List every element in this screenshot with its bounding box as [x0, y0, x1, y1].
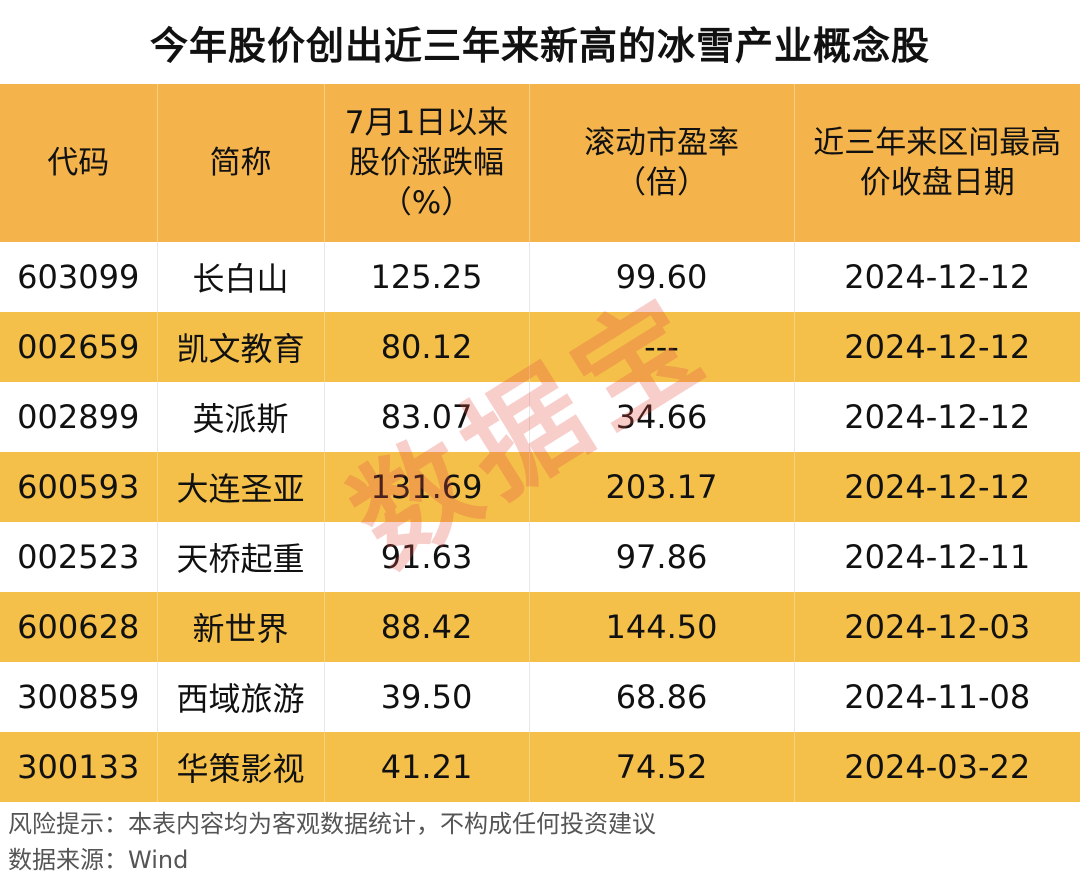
header-change: 7月1日以来 股价涨跌幅 （%） [324, 84, 530, 242]
table-row: 002523 天桥起重 91.63 97.86 2024-12-11 [0, 522, 1080, 592]
footer: 风险提示：本表内容均为客观数据统计，不构成任何投资建议 数据来源：Wind [8, 806, 656, 878]
table-row: 600593 大连圣亚 131.69 203.17 2024-12-12 [0, 452, 1080, 522]
cell-pe: --- [529, 312, 795, 382]
cell-high-date: 2024-12-12 [794, 382, 1080, 452]
header-line: 滚动市盈率 [584, 125, 739, 161]
header-pe: 滚动市盈率 （倍） [529, 84, 795, 242]
cell-pe: 99.60 [529, 242, 795, 312]
cell-name: 天桥起重 [157, 522, 325, 592]
header-high-date: 近三年来区间最高 价收盘日期 [794, 84, 1080, 242]
header-line: （倍） [615, 165, 708, 201]
table-header-row: 代码 简称 7月1日以来 股价涨跌幅 （%） 滚动市盈率 （倍） 近三年来区间最… [0, 84, 1080, 242]
cell-change: 83.07 [324, 382, 530, 452]
table-row: 002659 凯文教育 80.12 --- 2024-12-12 [0, 312, 1080, 382]
cell-code: 002523 [0, 522, 158, 592]
cell-high-date: 2024-11-08 [794, 662, 1080, 732]
cell-change: 41.21 [324, 732, 530, 802]
cell-name: 大连圣亚 [157, 452, 325, 522]
header-line: 7月1日以来 [344, 105, 509, 141]
table-row: 300859 西域旅游 39.50 68.86 2024-11-08 [0, 662, 1080, 732]
cell-change: 125.25 [324, 242, 530, 312]
cell-high-date: 2024-12-11 [794, 522, 1080, 592]
table-row: 603099 长白山 125.25 99.60 2024-12-12 [0, 242, 1080, 312]
header-line: 价收盘日期 [859, 165, 1015, 201]
cell-code: 600628 [0, 592, 158, 662]
cell-name: 英派斯 [157, 382, 325, 452]
cell-code: 300859 [0, 662, 158, 732]
cell-name: 长白山 [157, 242, 325, 312]
cell-change: 131.69 [324, 452, 530, 522]
header-line: 股价涨跌幅 [349, 145, 504, 181]
cell-pe: 144.50 [529, 592, 795, 662]
cell-pe: 74.52 [529, 732, 795, 802]
header-line: （%） [380, 185, 473, 221]
cell-high-date: 2024-03-22 [794, 732, 1080, 802]
table-body: 603099 长白山 125.25 99.60 2024-12-12 002659 凯文教育… [0, 242, 1080, 802]
cell-change: 80.12 [324, 312, 530, 382]
page-title: 今年股价创出近三年来新高的冰雪产业概念股 [149, 23, 930, 68]
table-row: 600628 新世界 88.42 144.50 2024-12-03 [0, 592, 1080, 662]
cell-high-date: 2024-12-03 [794, 592, 1080, 662]
cell-high-date: 2024-12-12 [794, 312, 1080, 382]
cell-high-date: 2024-12-12 [794, 452, 1080, 522]
cell-code: 002659 [0, 312, 158, 382]
data-source: 数据来源：Wind [8, 846, 189, 874]
cell-name: 华策影视 [157, 732, 325, 802]
cell-pe: 203.17 [529, 452, 795, 522]
cell-pe: 97.86 [529, 522, 795, 592]
table-row: 300133 华策影视 41.21 74.52 2024-03-22 [0, 732, 1080, 802]
table-row: 002899 英派斯 83.07 34.66 2024-12-12 [0, 382, 1080, 452]
header-line: 代码 [47, 145, 110, 181]
cell-pe: 34.66 [529, 382, 795, 452]
stock-table: 代码 简称 7月1日以来 股价涨跌幅 （%） 滚动市盈率 （倍） 近三年来区间最… [0, 84, 1080, 802]
cell-code: 300133 [0, 732, 158, 802]
cell-change: 39.50 [324, 662, 530, 732]
cell-name: 新世界 [157, 592, 325, 662]
risk-disclaimer: 风险提示：本表内容均为客观数据统计，不构成任何投资建议 [8, 810, 656, 838]
cell-code: 603099 [0, 242, 158, 312]
cell-pe: 68.86 [529, 662, 795, 732]
cell-name: 西域旅游 [157, 662, 325, 732]
cell-code: 600593 [0, 452, 158, 522]
header-line: 近三年来区间最高 [813, 125, 1062, 161]
header-code: 代码 [0, 84, 158, 242]
cell-code: 002899 [0, 382, 158, 452]
cell-name: 凯文教育 [157, 312, 325, 382]
header-name: 简称 [157, 84, 325, 242]
cell-change: 88.42 [324, 592, 530, 662]
cell-change: 91.63 [324, 522, 530, 592]
header-line: 简称 [209, 145, 272, 181]
cell-high-date: 2024-12-12 [794, 242, 1080, 312]
